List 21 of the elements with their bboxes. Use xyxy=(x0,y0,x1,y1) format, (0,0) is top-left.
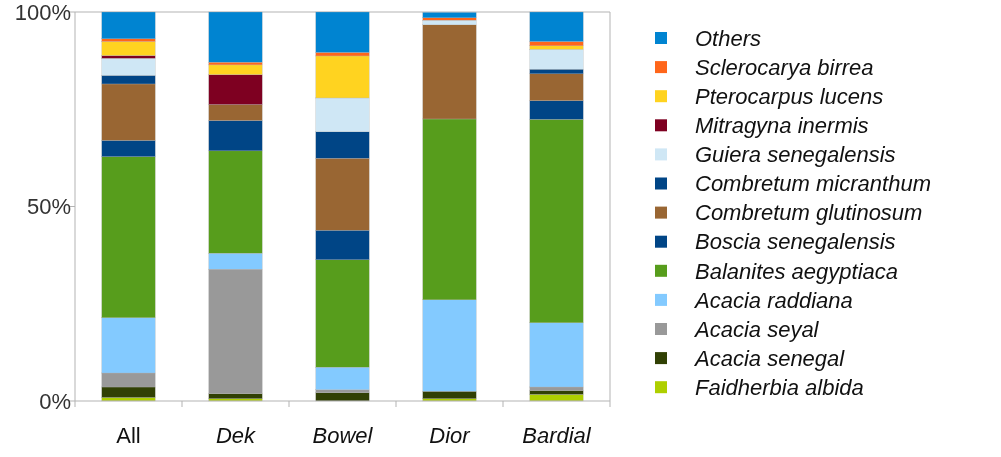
x-tick-label: Bardial xyxy=(522,423,592,448)
x-tick-label: Bowel xyxy=(312,423,374,448)
legend-label: Balanites aegyptiaca xyxy=(695,258,899,284)
legend-label: Mitragyna inermis xyxy=(695,113,869,138)
legend-label: Acacia raddiana xyxy=(693,287,853,313)
y-tick-label: 0% xyxy=(39,388,71,414)
y-tick-label: 50% xyxy=(26,194,71,220)
y-tick-label: 100% xyxy=(14,0,71,25)
legend-label: Pterocarpus lucens xyxy=(695,83,884,109)
legend-label: Others xyxy=(695,25,762,51)
legend-label: Boscia senegalensis xyxy=(695,229,896,255)
legend-label: Acacia seyal xyxy=(693,316,820,342)
legend-label: Combretum micranthum xyxy=(695,171,931,197)
x-tick-label: All xyxy=(116,423,141,448)
legend-label: Faidherbia albida xyxy=(695,374,864,400)
legend-label: Sclerocarya birrea xyxy=(695,54,874,80)
x-tick-label: Dior xyxy=(429,423,472,448)
x-tick-label: Dek xyxy=(215,423,257,448)
legend-label: Guiera senegalensis xyxy=(695,142,896,168)
legend-label: Acacia senegal xyxy=(693,345,846,371)
legend-label: Combretum glutinosum xyxy=(695,200,923,226)
